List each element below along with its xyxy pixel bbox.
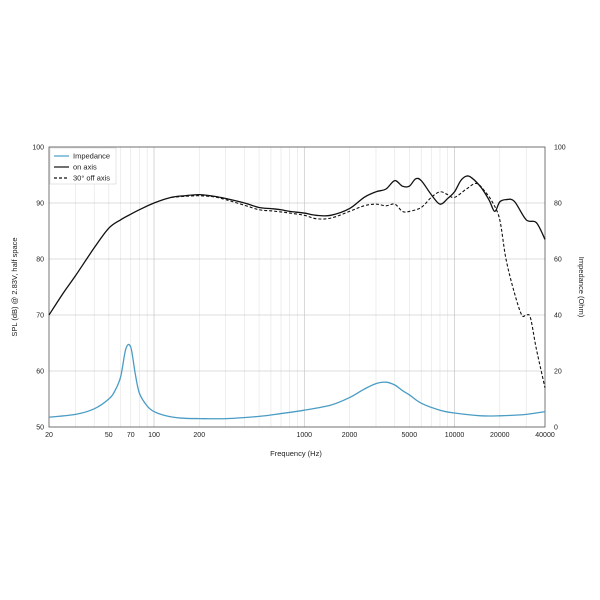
- left-y-tick-label: 50: [36, 425, 44, 432]
- right-y-tick-label: 0: [554, 425, 558, 432]
- plot-grid: [49, 146, 545, 428]
- plot-frame: [48, 146, 546, 428]
- left-y-tick-label: 90: [36, 201, 44, 208]
- left-axis-label: SPL (dB) @ 2.83V, half space: [10, 237, 19, 336]
- x-tick-label: 10000: [445, 432, 465, 439]
- series-line-impedance: [48, 343, 546, 420]
- legend-label: on axis: [73, 163, 97, 172]
- legend-label: 30° off axis: [73, 174, 110, 183]
- right-y-tick-label: 20: [554, 369, 562, 376]
- x-axis-label: Frequency (Hz): [270, 449, 322, 458]
- x-axis-ticks: 20 50 70 100 200 1000 2000 5000 10000 20000 40000: [45, 432, 555, 439]
- right-y-tick-label: 100: [554, 145, 566, 152]
- left-y-tick-label: 100: [32, 145, 44, 152]
- right-axis-ticks: 0 20 40 60 80 100: [554, 145, 566, 432]
- right-axis-label: Impedance (Ohm): [577, 257, 586, 318]
- x-tick-label: 5000: [402, 432, 418, 439]
- x-tick-label: 2000: [342, 432, 358, 439]
- x-tick-label: 50: [105, 432, 113, 439]
- legend-label: Impedance: [73, 152, 110, 161]
- series-line-30-off-axis: [171, 182, 546, 388]
- series-line-on-axis: [48, 175, 546, 316]
- x-tick-label: 200: [193, 432, 205, 439]
- x-tick-label: 100: [148, 432, 160, 439]
- x-tick-label: 70: [127, 432, 135, 439]
- right-y-tick-label: 40: [554, 313, 562, 320]
- legend: Impedance on axis 30° off axis: [49, 147, 117, 185]
- x-tick-label: 20: [45, 432, 53, 439]
- left-y-tick-label: 60: [36, 369, 44, 376]
- left-y-tick-label: 70: [36, 313, 44, 320]
- x-tick-label: 1000: [296, 432, 312, 439]
- left-y-tick-label: 80: [36, 257, 44, 264]
- left-axis-ticks: 50 60 70 80 90 100: [32, 145, 44, 432]
- series-layer: [48, 175, 546, 420]
- x-tick-label: 20000: [490, 432, 510, 439]
- x-tick-label: 40000: [535, 432, 555, 439]
- right-y-tick-label: 80: [554, 201, 562, 208]
- right-y-tick-label: 60: [554, 257, 562, 264]
